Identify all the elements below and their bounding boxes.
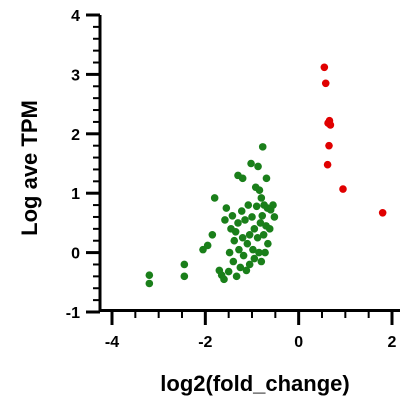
x-axis: -4 -2 0 2 (100, 309, 400, 351)
red-point (321, 79, 330, 88)
y-tick-label: 1 (71, 186, 80, 203)
green-point (224, 267, 233, 276)
green-point (255, 186, 264, 195)
x-tick-label: -2 (198, 334, 212, 351)
green-point (256, 219, 265, 227)
green-point (242, 266, 251, 275)
green-point (270, 213, 279, 221)
green-point (245, 260, 254, 269)
green-point (269, 201, 277, 209)
green-point (265, 225, 274, 233)
green-point (222, 204, 231, 212)
green-point (220, 275, 228, 284)
green-point (145, 271, 154, 279)
green-point (258, 143, 267, 151)
red-point (326, 121, 335, 129)
green-point (180, 260, 189, 269)
x-tick-label: 0 (294, 334, 303, 351)
y-tick-label: -1 (66, 305, 80, 322)
green-point (203, 241, 212, 250)
red-point (339, 185, 347, 193)
x-tick-label: 2 (388, 334, 397, 351)
green-point (245, 230, 254, 239)
green-point (250, 225, 259, 233)
green-point (249, 245, 257, 254)
x-tick-label: -4 (105, 334, 119, 351)
green-point (238, 174, 247, 183)
green-point (145, 279, 154, 288)
green-point (248, 213, 256, 221)
green-point (241, 216, 249, 224)
green-point (208, 230, 217, 239)
green-point (210, 194, 219, 202)
green-point (261, 248, 269, 257)
green-point (236, 263, 245, 272)
green-point (239, 251, 248, 260)
x-axis-ticks: -4 -2 0 2 (105, 310, 397, 351)
green-point (230, 236, 239, 245)
green-point (252, 202, 261, 211)
green-point (234, 219, 242, 227)
green-point (259, 230, 268, 239)
green-point (221, 216, 229, 224)
x-axis-title: log2(fold_change) (160, 371, 349, 396)
green-point (250, 254, 259, 263)
green-point (244, 201, 253, 209)
green-point (229, 257, 238, 266)
green-point (247, 159, 255, 168)
y-axis-title: Log ave TPM (17, 100, 42, 236)
green-point (258, 211, 267, 220)
y-axis-ticks: -1 0 1 2 3 4 (66, 8, 100, 322)
green-point (254, 162, 262, 171)
green-point (257, 257, 266, 266)
green-point (238, 233, 247, 242)
green-point (255, 248, 263, 257)
green-point (232, 272, 241, 281)
green-point (231, 228, 240, 236)
y-tick-label: 2 (71, 127, 80, 144)
red-point (323, 160, 332, 169)
y-tick-label: 0 (71, 246, 80, 263)
green-point (235, 245, 243, 254)
green-point (228, 211, 237, 220)
y-tick-label: 4 (71, 8, 80, 25)
green-point (253, 233, 262, 242)
green-point (264, 239, 272, 248)
green-point (262, 174, 271, 183)
green-point (225, 248, 234, 257)
green-point (237, 207, 246, 215)
green-point (243, 239, 252, 248)
y-tick-label: 3 (71, 67, 80, 84)
red-point (320, 63, 329, 72)
red-point (325, 141, 333, 150)
data-points (145, 63, 387, 288)
y-axis: -1 0 1 2 3 4 (66, 8, 102, 322)
green-point (257, 194, 266, 202)
red-point (378, 209, 387, 217)
green-point (180, 272, 189, 281)
